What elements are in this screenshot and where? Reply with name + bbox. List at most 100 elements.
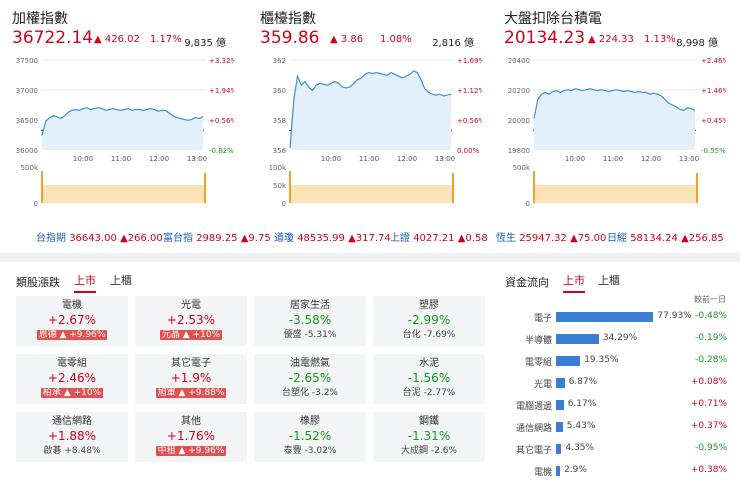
sector-tile[interactable]: 水泥 -1.56% 台泥 -2.77% [373, 354, 485, 404]
flow-share-bar [556, 444, 562, 454]
fund-flow-row[interactable]: 其它電子 4.35% -0.95% [505, 442, 735, 456]
sector-pct: +1.76% [166, 429, 216, 443]
x-tick-label: 13:00 [679, 155, 699, 163]
ticker-name: 日經 [607, 233, 627, 244]
fund-flow-heading: 資金流向 [505, 276, 549, 289]
ticker-value: 48535.99 ▲317.74 [297, 233, 391, 244]
volume-tick-label: 0 [34, 200, 38, 208]
stock-name: 台化 [402, 330, 421, 340]
volume-tick-label: 0 [526, 200, 530, 208]
volume-tick-label: 0 [282, 200, 286, 208]
price-line [41, 107, 204, 136]
sector-name: 電零組 [57, 358, 87, 369]
volume-bar-close [452, 173, 454, 203]
fund-flow-row[interactable]: 電零組 19.35% -0.28% [505, 354, 735, 368]
sector-name: 油電燃氣 [290, 358, 330, 369]
y-pct-label: +1.46% [701, 87, 726, 95]
index-panel-taiex[interactable]: 加權指數 36722.14 ▲ 426.02 1.17% 9,835 億 375… [4, 0, 234, 222]
ticker-value: 25947.32 ▲75.00 [519, 233, 607, 244]
flow-share-bar [556, 400, 564, 410]
price-area [290, 70, 451, 150]
price-line [533, 88, 696, 119]
y-pct-label: +1.94% [209, 87, 234, 95]
fund-flow-row[interactable]: 電子 77.93% -0.48% [505, 310, 735, 324]
flow-change: +0.71% [690, 399, 727, 409]
sector-tile[interactable]: 油電燃氣 -2.65% 台塑化 -3.2% [254, 354, 366, 404]
stock-name: 泰豐 [283, 446, 302, 456]
ticker-item[interactable]: 日經 58134.24 ▲256.85 [607, 229, 724, 244]
sector-pct: -1.52% [288, 429, 332, 443]
tab-listed[interactable]: 上市 [74, 272, 96, 293]
x-tick-label: 13:00 [187, 155, 207, 163]
ticker-name: 富台指 [163, 233, 193, 244]
stock-pct: -7.69% [423, 330, 456, 340]
x-tick-label: 11:00 [603, 155, 623, 163]
panel-change: ▲ 3.86 [330, 34, 364, 45]
sector-tile[interactable]: 塑膠 -2.99% 台化 -7.69% [373, 296, 485, 346]
index-panel-ex-tsmc[interactable]: 大盤扣除台積電 20134.23 ▲ 224.33 1.13% 8,998 億 … [496, 0, 726, 222]
stock-name: 中租 [157, 446, 176, 456]
ticker-item[interactable]: 恆生 25947.32 ▲75.00 [496, 229, 606, 244]
y-tick-label: 20200 [508, 87, 530, 95]
volume-bar-open [289, 171, 291, 203]
y-pct-label: +3.32% [209, 57, 234, 65]
x-tick-label: 10:00 [565, 155, 585, 163]
sector-top-stock: 台化 -7.69% [373, 329, 485, 341]
flow-sector-name: 電腦週邊 [515, 402, 552, 412]
ticker-item[interactable]: 道瓊 48535.99 ▲317.74 [274, 229, 391, 244]
x-tick-label: 11:00 [359, 155, 379, 163]
sector-pct: -2.99% [407, 313, 451, 327]
y-pct-label: +0.56% [209, 117, 234, 125]
sector-tile[interactable]: 電零組 +2.46% 柏承 ▲ +10% [16, 354, 128, 404]
fund-flow-row[interactable]: 半導體 34.29% -0.19% [505, 332, 735, 346]
flow-share-value: 77.93% [657, 311, 692, 321]
ticker-name: 恆生 [496, 233, 516, 244]
ticker-item[interactable]: 富台指 2989.25 ▲9.75 [163, 229, 271, 244]
ticker-item[interactable]: 台指期 36643.00 ▲266.00 [36, 229, 163, 244]
sector-top-stock: 台泥 -2.77% [373, 387, 485, 399]
fund-flow-row[interactable]: 通信網路 5.43% +0.37% [505, 420, 735, 434]
panel-change: ▲ 426.02 [94, 34, 140, 45]
flow-share-value: 6.17% [567, 399, 597, 409]
sector-tile[interactable]: 其他 +1.76% 中租 ▲ +9.96% [135, 412, 247, 462]
index-panel-otc[interactable]: 櫃檯指數 359.86 ▲ 3.86 1.08% 2,816 億 362 360 3… [252, 0, 482, 222]
tab-flow-otc[interactable]: 上櫃 [598, 274, 620, 287]
stock-name: 台塑化 [281, 388, 309, 398]
sector-top-stock: 台塑化 -3.2% [254, 387, 366, 399]
sector-tile[interactable]: 橡膠 -1.52% 泰豐 -3.02% [254, 412, 366, 462]
sector-tile[interactable]: 其它電子 +1.9% 旭軍 ▲ +9.88% [135, 354, 247, 404]
price-area [42, 107, 203, 150]
fund-flow-row[interactable]: 電腦週邊 6.17% +0.71% [505, 398, 735, 412]
flow-share-value: 19.35% [584, 355, 619, 365]
fund-flow-row[interactable]: 電機 2.9% +0.38% [505, 464, 735, 478]
panel-change: ▲ 224.33 [588, 34, 634, 45]
sector-tile[interactable]: 居家生活 -3.58% 優盛 -5.31% [254, 296, 366, 346]
ticker-value: 36643.00 ▲266.00 [69, 233, 163, 244]
ticker-value: 4027.21 ▲0.58 [413, 233, 488, 244]
stock-pct: -5.31% [304, 330, 337, 340]
flow-sector-name: 其它電子 [515, 446, 552, 456]
y-pct-label: +0.56% [457, 117, 482, 125]
sector-tile[interactable]: 通信網路 +1.88% 啟碁 +8.48% [16, 412, 128, 462]
sector-tile[interactable]: 鋼鐵 -1.31% 大成鋼 -2.6% [373, 412, 485, 462]
intraday-chart: 20400 20200 20000 19800 +2.46% +1.46% +0.45% -0… [508, 57, 726, 208]
sector-name: 塑膠 [419, 300, 439, 311]
sector-tile[interactable]: 光電 +2.53% 元晶 ▲ +10% [135, 296, 247, 346]
x-tick-label: 12:00 [641, 155, 661, 163]
sector-tile[interactable]: 電機 +2.67% 恩德 ▲ +9.96% [16, 296, 128, 346]
fund-flow-row[interactable]: 光電 6.87% +0.08% [505, 376, 735, 390]
ticker-item[interactable]: 上證 4027.21 ▲0.58 [390, 229, 488, 244]
flow-change: -0.28% [695, 355, 727, 365]
volume-bar-open [41, 171, 43, 203]
sector-pct: -3.58% [288, 313, 332, 327]
y-tick-label: 19800 [508, 147, 530, 155]
flow-share-value: 34.29% [602, 333, 638, 343]
stock-name: 旭軍 [157, 388, 176, 398]
volume-bar-close [204, 173, 206, 203]
tab-flow-listed[interactable]: 上市 [563, 272, 585, 293]
x-tick-label: 10:00 [73, 155, 93, 163]
tab-otc[interactable]: 上櫃 [110, 274, 132, 287]
stock-pct: ▲ +10% [182, 330, 221, 340]
sector-pct: +1.88% [47, 429, 97, 443]
sector-pct: -2.65% [288, 371, 332, 385]
